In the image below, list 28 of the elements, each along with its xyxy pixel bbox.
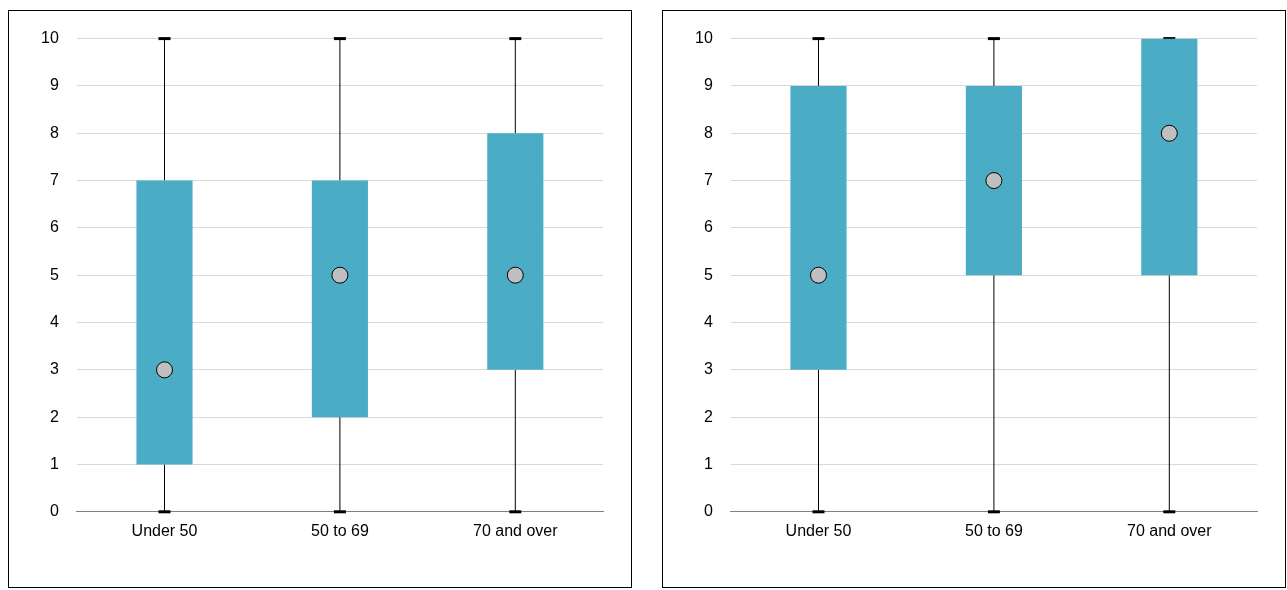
y-tick-label: 10 [41, 29, 59, 47]
y-tick-label: 9 [49, 76, 59, 94]
x-tick-label: Under 50 [131, 521, 198, 539]
y-tick-label: 8 [703, 123, 713, 141]
y-tick-label: 2 [703, 407, 713, 425]
y-tick-label: 6 [703, 218, 713, 236]
y-tick-label: 0 [703, 502, 713, 520]
y-tick-label: 1 [49, 454, 59, 472]
y-tick-label: 4 [703, 312, 713, 330]
y-tick-label: 7 [703, 170, 713, 188]
y-tick-label: 7 [49, 170, 59, 188]
y-tick-label: 9 [703, 76, 713, 94]
x-tick-label: 50 to 69 [964, 521, 1023, 539]
y-tick-label: 0 [49, 502, 59, 520]
y-tick-label: 2 [49, 407, 59, 425]
y-tick-label: 6 [49, 218, 59, 236]
y-tick-label: 5 [49, 265, 59, 283]
y-tick-label: 10 [695, 29, 713, 47]
x-tick-label: 70 and over [1127, 521, 1213, 539]
x-tick-label: 70 and over [473, 521, 559, 539]
x-tick-label: Under 50 [785, 521, 852, 539]
y-tick-label: 4 [49, 312, 59, 330]
y-tick-label: 3 [49, 360, 59, 378]
y-tick-label: 8 [49, 123, 59, 141]
y-tick-label: 3 [703, 360, 713, 378]
y-tick-label: 5 [703, 265, 713, 283]
x-tick-label: 50 to 69 [310, 521, 369, 539]
y-tick-label: 1 [703, 454, 713, 472]
